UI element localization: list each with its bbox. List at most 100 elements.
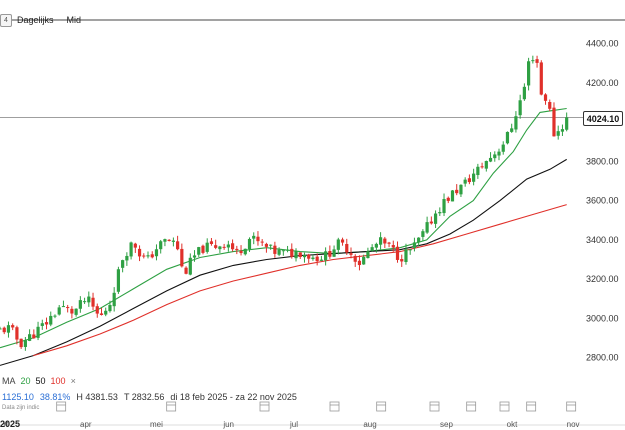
candle-body [387,242,391,244]
candle-body [290,248,294,257]
candle-body [307,254,311,259]
candle-body [78,300,82,309]
event-calendar-body [56,401,67,412]
y-tick-label: 3000.00 [586,313,619,323]
candle-body [336,239,340,250]
candle-body [294,250,298,259]
candle-body [408,249,412,251]
candle-body [349,253,353,255]
candlesticks [0,55,569,351]
ma-20-line [0,107,567,349]
candle-body [11,325,15,328]
event-marker-icon [526,401,537,412]
candle-body [226,244,230,248]
candle-body [285,249,290,251]
candle-body [66,307,70,309]
candle-body [514,116,518,130]
candle-body [552,107,556,137]
price-info: 1125.10 38.81% H 4381.53 T 2832.56 di 18… [2,392,303,402]
price-type-selector[interactable]: Mid [66,15,82,25]
candle-body [357,260,362,266]
ma-100-label[interactable]: 100 [50,376,66,386]
candle-body [167,239,171,241]
candle-body [480,166,484,168]
event-calendar-body [259,401,270,412]
event-marker-icon [429,401,440,412]
candle-body [264,243,269,247]
candle-body [476,166,480,176]
candle-body [535,59,539,63]
candle-body [44,322,49,325]
event-calendar-body [376,401,387,412]
candle-body [15,327,19,340]
y-tick-label: 3600.00 [586,196,619,206]
candle-body [362,256,366,265]
candle-body [87,296,91,303]
candle-body [493,154,497,159]
candle-body [222,246,226,248]
candle-body [548,102,552,109]
candle-body [146,255,150,257]
x-axis-ticks: rt apr mei jun jul aug sep okt nov [3,420,579,429]
event-marker-icon [259,401,270,412]
candle-body [315,256,319,262]
candle-body [184,267,188,274]
candle-body [438,212,442,214]
candle-body [324,251,328,261]
date-range: di 18 feb 2025 - za 22 nov 2025 [170,392,297,402]
candle-body [302,255,307,258]
candle-body [425,222,429,233]
candle-body [99,313,104,315]
candle-body [95,306,99,314]
event-calendar-body [429,401,440,412]
event-markers [56,401,577,412]
x-tick-label: sep [440,420,453,429]
candle-body [442,199,446,214]
candle-body [209,241,214,244]
candle-body [159,241,163,250]
candle-body [112,292,116,307]
ma-label: MA [2,376,16,386]
candle-body [277,249,281,255]
moving-averages [0,107,567,366]
candle-body [497,151,501,156]
ma-50-label[interactable]: 50 [35,376,46,386]
candle-body [412,242,417,248]
candle-body [539,62,543,95]
interval-selector[interactable]: Dagelijks [17,15,54,25]
candle-body [400,259,404,262]
candle-body [463,179,467,184]
candle-body [527,61,531,86]
candle-body [319,259,323,261]
candle-body [205,242,209,252]
event-calendar-body [566,401,577,412]
candle-body [108,305,112,312]
candle-body [176,241,180,250]
candle-body [23,340,27,347]
candle-body [104,310,108,315]
ma-20-label[interactable]: 20 [20,376,31,386]
candle-body [391,245,395,248]
candle-body [378,237,383,245]
candle-body [133,243,137,248]
current-price-badge: 4024.10 [583,111,623,126]
y-tick-label: 3400.00 [586,235,619,245]
event-calendar-body [329,401,340,412]
candle-body [556,131,560,136]
candle-body [450,190,455,202]
close-icon[interactable]: × [70,376,76,386]
toolbar-separator: · [58,15,62,25]
candle-body [74,308,78,315]
reference-lines [0,19,625,426]
candle-body [459,184,463,195]
indicator-icon[interactable]: 4 [0,13,12,27]
y-tick-label: 3200.00 [586,274,619,284]
candle-body [49,315,53,325]
candle-body [383,238,387,244]
event-marker-icon [499,401,510,412]
candle-body [505,131,510,144]
x-tick-label: okt [507,420,518,429]
candle-body [484,160,488,169]
candle-body [230,243,235,250]
candle-body [36,326,40,338]
